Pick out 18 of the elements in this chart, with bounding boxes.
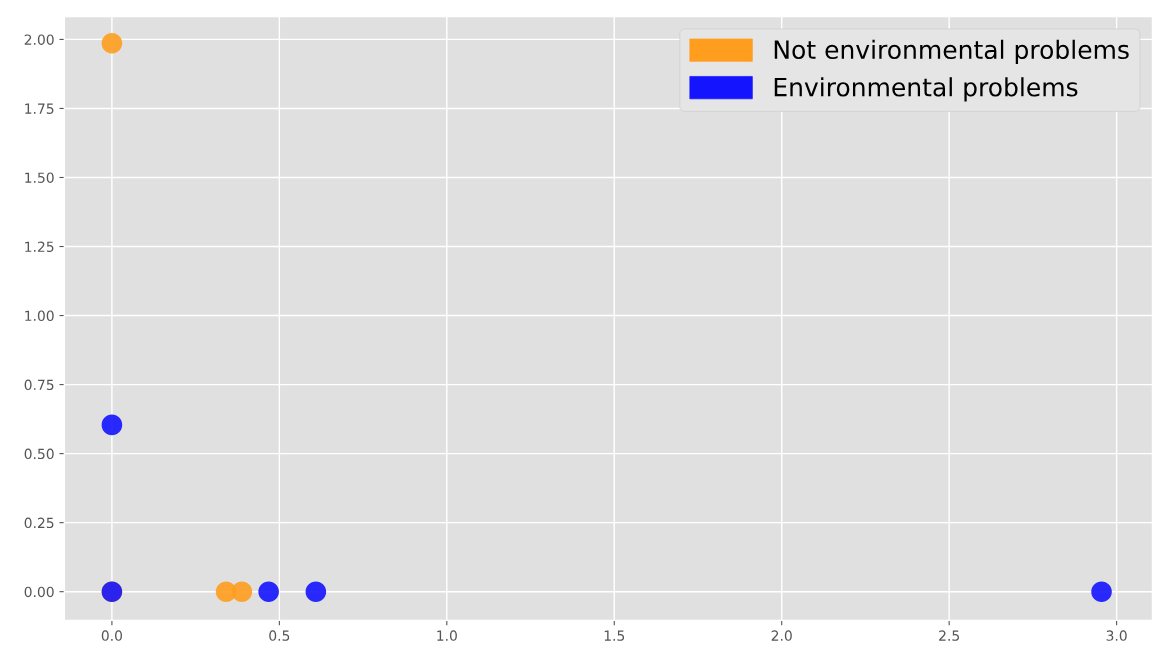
x-tick-label: 0.5 <box>269 630 290 641</box>
y-tick-label: 1.00 <box>25 310 54 322</box>
y-tick-label: 2.00 <box>24 34 54 45</box>
y-tick-label: 1.50 <box>25 172 54 183</box>
x-tick-label: 2.0 <box>771 630 792 641</box>
legend-label: Not environmental problems <box>774 39 1129 64</box>
x-tick-label: 2.5 <box>939 630 959 641</box>
x-tick-label: 1.0 <box>437 630 457 641</box>
y-tick-label: 0.75 <box>24 379 54 391</box>
y-tick-label: 0.50 <box>24 448 54 460</box>
y-tick-label: 0.25 <box>24 517 54 529</box>
y-tick-label: 1.25 <box>25 241 54 252</box>
y-tick-label: 0.00 <box>24 586 54 598</box>
x-tick-label: 1.5 <box>604 630 625 641</box>
x-tick-label: 3.0 <box>1106 630 1127 641</box>
x-tick-label: 0.0 <box>101 630 123 641</box>
y-tick-label: 1.75 <box>25 103 54 114</box>
legend-label: Environmental problems <box>774 77 1078 102</box>
